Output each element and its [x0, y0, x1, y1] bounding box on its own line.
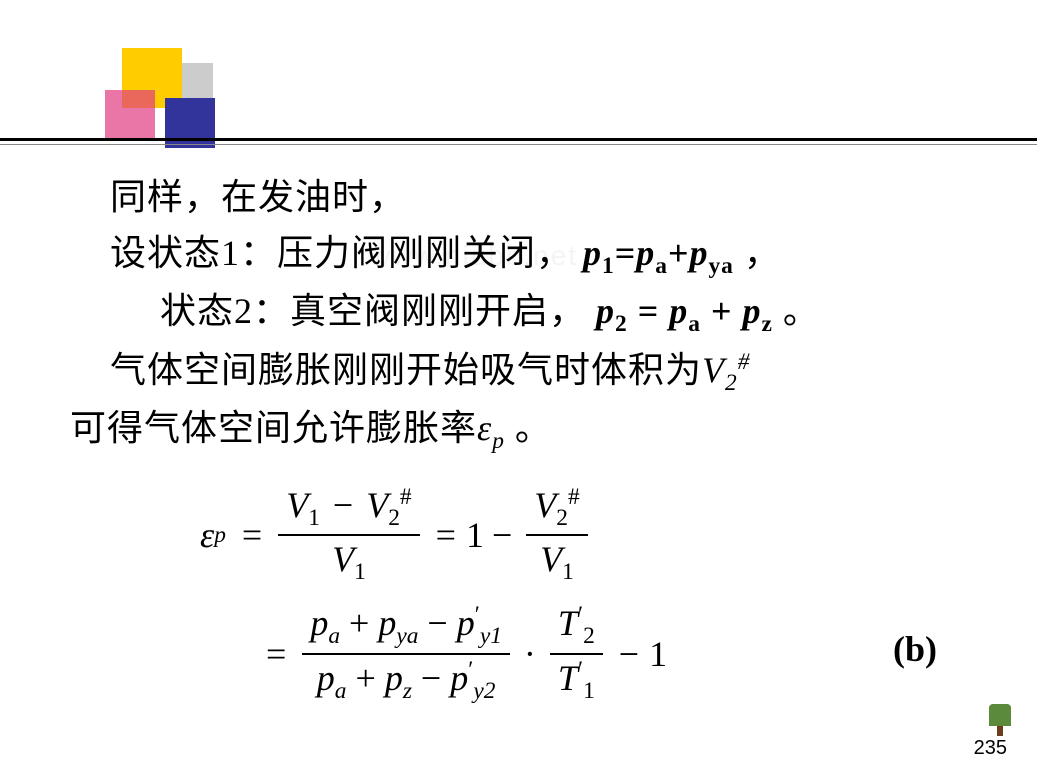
f-pa: p [310, 603, 328, 643]
f-s1d: 1 [354, 559, 366, 585]
f-sy1: y1 [480, 624, 502, 650]
f-hash2: # [568, 484, 580, 510]
plus-2: + [701, 291, 743, 331]
f-V1: V [286, 485, 308, 525]
text-l5a: 可得气体空间允许膨胀率 [70, 408, 477, 448]
f-minus3: − [418, 603, 456, 643]
text-l3end: 。 [783, 291, 820, 331]
f-sy2: y2 [473, 678, 495, 704]
frac-4: T′2 T′1 [550, 600, 603, 706]
f-one2: 1 [649, 633, 667, 675]
var-V2hash: V [702, 350, 725, 390]
frac-3: pa + pya − p′y1 pa + pz − p′y2 [302, 600, 510, 706]
f-pz: p [385, 658, 403, 698]
f-sa: a [328, 624, 340, 650]
f-eq2: = [436, 514, 456, 556]
f-eps-sub: p [214, 522, 226, 549]
f-T1: T [558, 658, 578, 698]
f-py2: p [450, 658, 468, 698]
f-eps: ε [200, 514, 214, 556]
f-hash1: # [400, 484, 412, 510]
var-eps: ε [477, 408, 492, 448]
line-2: 设状态1：压力阀刚刚关闭， p1=pa+pya ， [70, 226, 997, 284]
f-one1: 1 [466, 514, 484, 556]
text-l2a: 设状态1：压力阀刚刚关闭， [110, 233, 573, 273]
line-1: 同样，在发油时， [70, 170, 997, 226]
formula-block: ε p = V1 − V2# V1 = 1 − V2# [200, 482, 667, 719]
text-l5end: 。 [505, 408, 552, 448]
equation-label-b: (b) [893, 628, 937, 670]
sub-a2: a [688, 311, 701, 337]
var-pya: p [689, 233, 708, 273]
tree-icon [985, 704, 1015, 738]
f-py1: p [457, 603, 475, 643]
f-minus5: − [619, 633, 639, 675]
f-V1d: V [332, 539, 354, 579]
line-5: 可得气体空间允许膨胀率εp 。 [70, 401, 997, 459]
f-pya: p [378, 603, 396, 643]
f-sz: z [403, 678, 412, 704]
var-pa2: p [669, 291, 688, 331]
var-p2: p [596, 291, 615, 331]
f-s2: 2 [388, 505, 400, 531]
var-pa: p [636, 233, 655, 273]
f-pa2: p [317, 658, 335, 698]
f-plus4: + [347, 658, 385, 698]
content-block: 同样，在发油时， 设状态1：压力阀刚刚关闭， p1=pa+pya ， 状态2：真… [70, 170, 997, 460]
sub-2b: 2 [725, 370, 738, 396]
f-Ts2: 2 [583, 624, 595, 650]
f-eq3: = [266, 633, 286, 675]
sub-2: 2 [615, 311, 628, 337]
formula-row-2: = pa + pya − p′y1 pa + pz − p′y2 · T′2 T… [256, 600, 667, 706]
f-Ts1: 1 [583, 678, 595, 704]
f-s2b: 2 [556, 505, 568, 531]
text-l3a: 状态2：真空阀刚刚开启， [160, 291, 586, 331]
sub-ya: ya [708, 253, 733, 279]
f-sa2: a [335, 678, 347, 704]
sub-1: 1 [602, 253, 615, 279]
slide: www.niubb.net 同样，在发油时， 设状态1：压力阀刚刚关闭， p1=… [0, 0, 1037, 778]
line-3: 状态2：真空阀刚刚开启， p2 = pa + pz 。 [70, 284, 997, 342]
text-l4a: 气体空间膨胀刚刚开始吸气时体积为 [110, 350, 702, 390]
f-V1b: V [540, 539, 562, 579]
formula-row-1: ε p = V1 − V2# V1 = 1 − V2# [200, 482, 667, 588]
page-number: 235 [974, 737, 1007, 760]
horizontal-rule [0, 138, 1037, 141]
f-s1: 1 [308, 505, 320, 531]
f-V2b: V [534, 485, 556, 525]
horizontal-rule-thin [0, 144, 1037, 145]
f-sya: ya [396, 624, 418, 650]
deco-square-pink [105, 90, 155, 140]
text-l2end: ， [744, 233, 781, 273]
f-T2: T [558, 603, 578, 643]
f-minus1: − [333, 485, 353, 525]
f-dot: · [524, 633, 536, 675]
sub-z: z [761, 311, 772, 337]
sub-a: a [655, 253, 668, 279]
frac-2: V2# V1 [526, 482, 587, 588]
f-eq1: = [242, 514, 262, 556]
text-l1: 同样，在发油时， [110, 177, 406, 217]
eq-2: = [628, 291, 670, 331]
f-s1b: 1 [562, 559, 574, 585]
f-minus4: − [412, 658, 450, 698]
plus-1: + [668, 233, 690, 273]
line-4: 气体空间膨胀刚刚开始吸气时体积为V2# [70, 343, 997, 401]
f-V2: V [366, 485, 388, 525]
var-pz: p [742, 291, 761, 331]
sup-hash: # [738, 349, 751, 375]
eq-1: = [615, 233, 637, 273]
f-minus2: − [492, 514, 512, 556]
frac-1: V1 − V2# V1 [278, 482, 419, 588]
sub-p: p [492, 428, 505, 454]
var-p1: p [583, 233, 602, 273]
f-plus3: + [340, 603, 378, 643]
